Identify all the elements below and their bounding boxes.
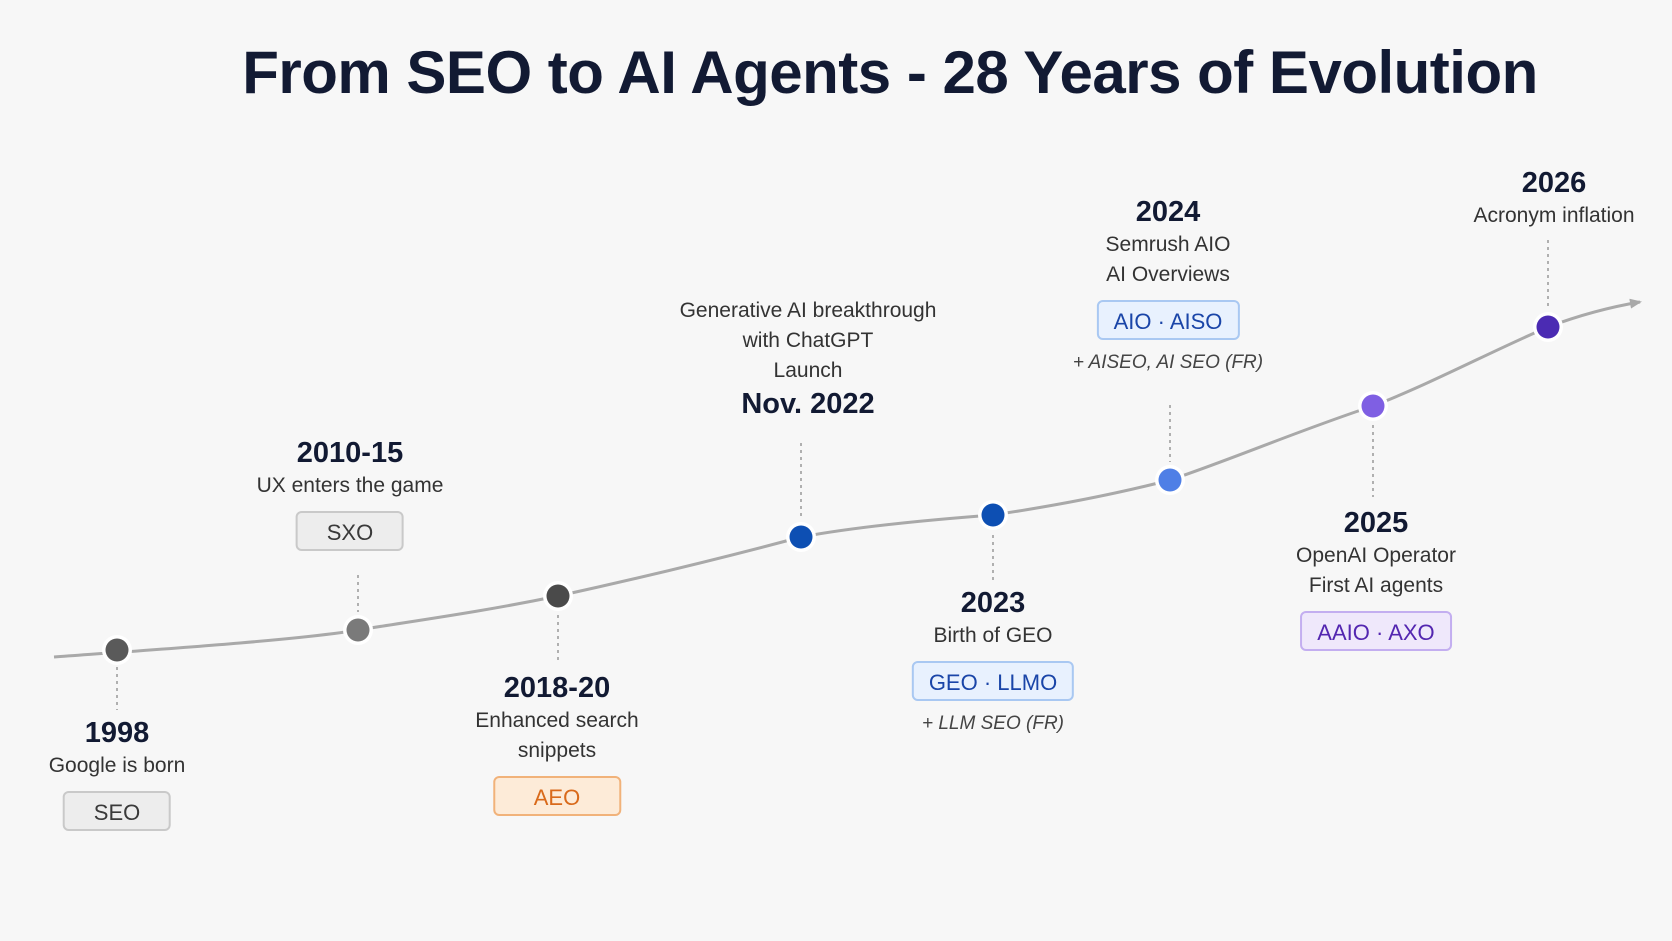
timeline-dot-nov-2022	[789, 525, 813, 549]
milestone-2026: 2026 Acronym inflation	[1473, 165, 1634, 231]
milestone-year: 2010-15	[296, 437, 404, 469]
milestone-desc: AI Overviews	[1106, 263, 1230, 286]
timeline-dot-2025	[1361, 394, 1385, 418]
acronym-badge-geo-llmo: GEO · LLMO	[911, 661, 1075, 701]
milestone-desc: Enhanced search	[475, 709, 639, 732]
milestone-2018-20: 2018-20 Enhanced search snippets AEO	[475, 670, 639, 816]
acronym-badge-aaio-axo: AAIO · AXO	[1300, 611, 1452, 651]
milestone-desc: Launch	[773, 359, 843, 382]
timeline-dot-2026	[1536, 315, 1560, 339]
acronym-note: + LLM SEO (FR)	[921, 713, 1064, 734]
milestone-year: 2018-20	[503, 672, 611, 704]
acronym-badge-aio-aiso: AIO · AISO	[1096, 300, 1240, 340]
milestone-desc: Birth of GEO	[933, 624, 1053, 647]
milestone-year: 2023	[960, 587, 1026, 619]
milestone-2024: 2024 Semrush AIO AI Overviews AIO · AISO…	[1073, 194, 1263, 374]
timeline-dot-2023	[981, 503, 1005, 527]
page-title: From SEO to AI Agents - 28 Years of Evol…	[242, 39, 1538, 106]
milestone-year: 2026	[1521, 167, 1587, 199]
milestone-desc: First AI agents	[1308, 574, 1444, 597]
milestone-desc: Acronym inflation	[1473, 204, 1635, 227]
milestone-2010-15: 2010-15 UX enters the game SXO	[256, 435, 444, 551]
milestone-year: 2024	[1135, 196, 1201, 228]
milestone-desc: Generative AI breakthrough	[679, 299, 937, 322]
timeline-dot-2018-20	[546, 584, 570, 608]
milestone-desc: snippets	[517, 739, 597, 762]
timeline-dot-1998	[105, 638, 129, 662]
milestone-year: 2025	[1343, 507, 1409, 539]
milestone-desc: UX enters the game	[256, 474, 444, 497]
acronym-badge-aeo: AEO	[492, 776, 621, 816]
milestone-desc: Semrush AIO	[1105, 233, 1231, 256]
acronym-badge-seo: SEO	[63, 791, 171, 831]
milestone-desc: with ChatGPT	[742, 329, 874, 352]
milestone-nov-2022: Generative AI breakthrough with ChatGPT …	[680, 296, 937, 422]
milestone-year: 1998	[84, 717, 150, 749]
timeline-dot-2010-15	[346, 618, 370, 642]
milestone-desc: Google is born	[48, 754, 186, 777]
timeline-dot-2024	[1158, 468, 1182, 492]
milestone-2025: 2025 OpenAI Operator First AI agents AAI…	[1296, 505, 1456, 651]
milestone-desc: OpenAI Operator	[1296, 544, 1456, 567]
milestone-1998: 1998 Google is born SEO	[48, 715, 186, 831]
acronym-note: + AISEO, AI SEO (FR)	[1072, 352, 1264, 373]
acronym-badge-sxo: SXO	[295, 511, 404, 551]
milestone-year: Nov. 2022	[741, 388, 875, 420]
milestone-2023: 2023 Birth of GEO GEO · LLMO + LLM SEO (…	[911, 585, 1075, 735]
